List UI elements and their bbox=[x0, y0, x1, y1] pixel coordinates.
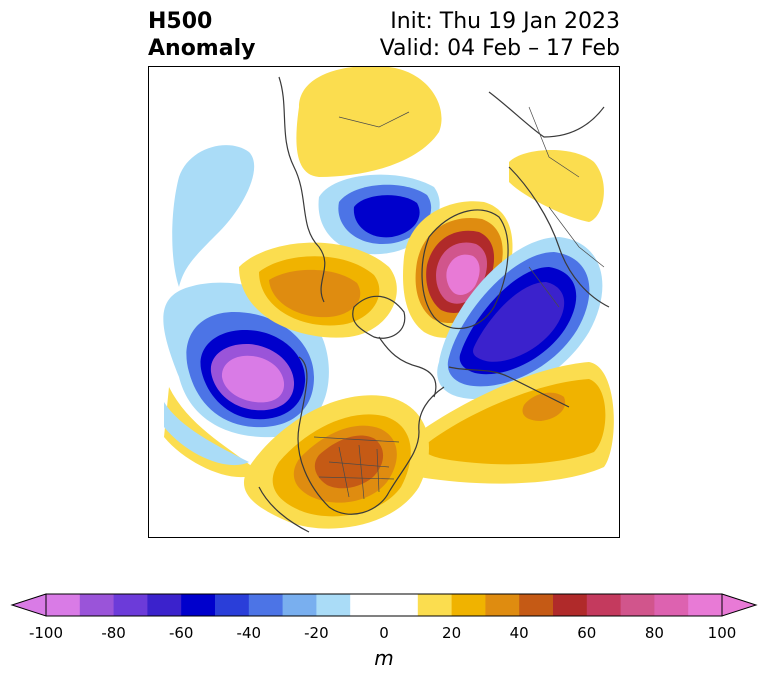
colorbar-tick-label: 100 bbox=[707, 624, 737, 642]
valid-range-label: Valid: 04 Feb – 17 Feb bbox=[379, 36, 620, 61]
colorbar-tick-labels: -100 -80 -60 -40 -20 0 20 40 60 80 100 bbox=[0, 624, 768, 644]
colorbar-segment bbox=[451, 594, 486, 616]
colorbar-canvas bbox=[10, 593, 758, 617]
colorbar-segment bbox=[417, 594, 453, 616]
greenland-positive-anomaly bbox=[403, 201, 513, 338]
colorbar-segment bbox=[215, 594, 250, 616]
siberia-positive-anomaly bbox=[296, 67, 442, 177]
colorbar-segment bbox=[553, 594, 588, 616]
title-left: H500 Anomaly bbox=[148, 8, 255, 62]
colorbar-tick-label: 40 bbox=[509, 624, 529, 642]
canada-positive-anomaly bbox=[239, 242, 397, 338]
title-right: Init: Thu 19 Jan 2023 Valid: 04 Feb – 17… bbox=[380, 8, 620, 62]
southwest-positive-edge bbox=[164, 387, 259, 478]
colorbar-border bbox=[45, 593, 723, 617]
baffin-negative-anomaly bbox=[318, 174, 440, 255]
southwest-negative-edge bbox=[164, 402, 249, 466]
colorbar-tick-label: 0 bbox=[379, 624, 389, 642]
country-borders bbox=[313, 106, 605, 500]
colorbar-segment bbox=[384, 594, 419, 616]
colorbar-segment bbox=[688, 594, 723, 616]
colorbar-segment bbox=[181, 594, 216, 616]
colorbar-tick-label: -40 bbox=[236, 624, 262, 642]
colorbar-segment bbox=[113, 594, 148, 616]
east-siberia-positive bbox=[509, 149, 604, 222]
colorbar-segment bbox=[316, 594, 351, 616]
colorbar-segment bbox=[79, 594, 115, 616]
variable-label: H500 bbox=[148, 9, 213, 34]
coastlines bbox=[258, 76, 610, 533]
colorbar-segment bbox=[654, 594, 689, 616]
colorbar-tick-label: 60 bbox=[577, 624, 597, 642]
colorbar-segment bbox=[350, 594, 385, 616]
colorbar-tick-label: -100 bbox=[28, 624, 64, 642]
colorbar bbox=[10, 590, 758, 620]
anomaly-map bbox=[148, 66, 620, 538]
colorbar-segment bbox=[282, 594, 317, 616]
colorbar-segment bbox=[147, 594, 182, 616]
colorbar-extend-min bbox=[10, 593, 47, 617]
colorbar-tick-label: 20 bbox=[442, 624, 462, 642]
colorbar-tick-label: -80 bbox=[101, 624, 126, 642]
colorbar-tick-label: -20 bbox=[304, 624, 329, 642]
colorbar-unit-label: m bbox=[374, 646, 394, 670]
colorbar-segment bbox=[46, 594, 81, 616]
colorbar-segment bbox=[620, 594, 655, 616]
atlantic-positive-anomaly bbox=[390, 362, 614, 484]
colorbar-segment bbox=[485, 594, 520, 616]
colorbar-extend-max bbox=[721, 593, 758, 617]
colorbar-tick-label: -60 bbox=[168, 624, 194, 642]
colorbar-segment bbox=[586, 594, 622, 616]
field-type-label: Anomaly bbox=[148, 36, 256, 61]
init-date-label: Init: Thu 19 Jan 2023 bbox=[390, 9, 620, 34]
eurasia-negative-anomaly bbox=[437, 237, 603, 400]
colorbar-tick-label: 80 bbox=[644, 624, 664, 642]
colorbar-segment bbox=[248, 594, 284, 616]
nw-pacific-weak-negative bbox=[172, 145, 255, 287]
colorbar-segment bbox=[519, 594, 554, 616]
map-canvas bbox=[149, 67, 619, 537]
north-america-positive-anomaly bbox=[243, 395, 429, 529]
